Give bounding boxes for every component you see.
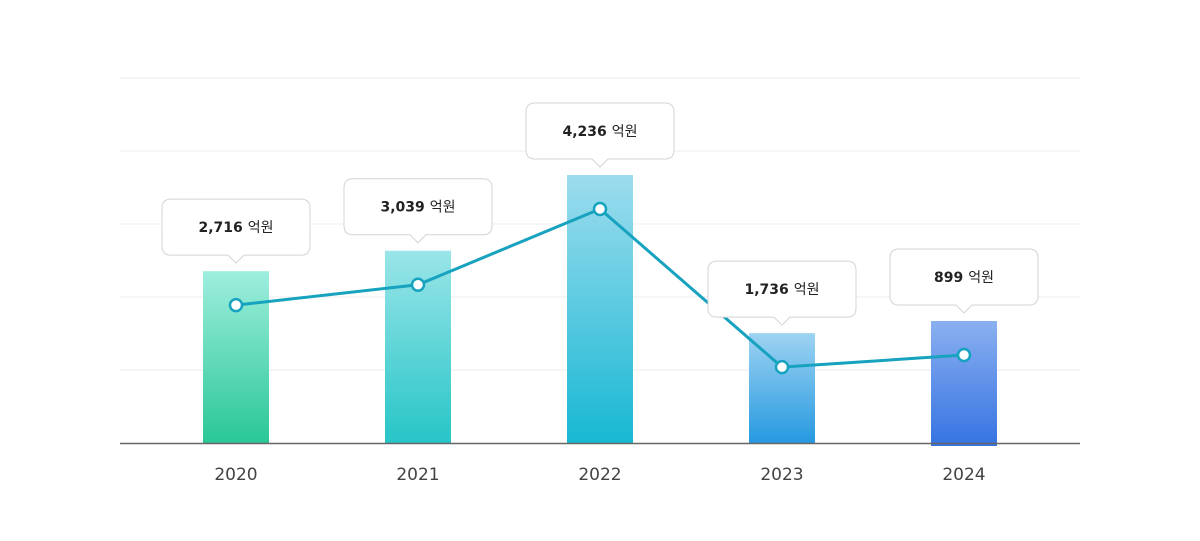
value-unit: 억원 [248, 220, 274, 236]
value-unit: 억원 [430, 200, 456, 216]
value-number: 1,736 [744, 282, 788, 298]
trend-point-2024 [956, 347, 972, 363]
value-callouts: 2,716 억원 3,039 억원 4,236 억원 1,736 억원 899 억원 [161, 102, 1039, 326]
callout-box [707, 260, 857, 326]
callout-2021: 3,039 억원 [343, 178, 493, 244]
x-tick-label-2024: 2024 [942, 465, 985, 485]
value-unit: 억원 [794, 282, 820, 298]
callout-2024: 899 억원 [889, 248, 1039, 314]
value-unit: 억원 [612, 124, 638, 140]
value-number: 2,716 [198, 220, 242, 236]
trend-point-2023 [774, 359, 790, 375]
trend-point-2020 [228, 297, 244, 313]
x-tick-label-2022: 2022 [578, 465, 621, 485]
trend-point-2021 [410, 277, 426, 292]
value-unit: 억원 [968, 270, 994, 286]
value-number: 3,039 [380, 200, 424, 216]
value-label: 3,039 억원 [380, 200, 455, 216]
x-tick-label-2021: 2021 [396, 465, 439, 485]
value-label: 4,236 억원 [562, 124, 637, 140]
bar-2024 [931, 321, 997, 446]
value-label: 1,736 억원 [744, 282, 819, 298]
callout-box [889, 248, 1039, 314]
value-number: 4,236 [562, 124, 606, 140]
x-tick-label-2023: 2023 [760, 465, 803, 485]
callout-2022: 4,236 억원 [525, 102, 675, 168]
trend-line [228, 201, 972, 375]
value-number: 899 [934, 270, 963, 286]
x-tick-label-2020: 2020 [214, 465, 257, 485]
value-label: 899 억원 [934, 270, 994, 286]
callout-2023: 1,736 억원 [707, 260, 857, 326]
bar-2023 [749, 333, 815, 443]
callout-box [525, 102, 675, 168]
bar-2020 [203, 271, 269, 443]
trend-point-2022 [592, 201, 608, 217]
callout-2020: 2,716 억원 [161, 198, 311, 264]
value-label: 2,716 억원 [198, 220, 273, 236]
callout-box [161, 198, 311, 264]
callout-box [343, 178, 493, 244]
x-axis-labels: 2020 2021 2022 2023 2024 [214, 465, 985, 485]
